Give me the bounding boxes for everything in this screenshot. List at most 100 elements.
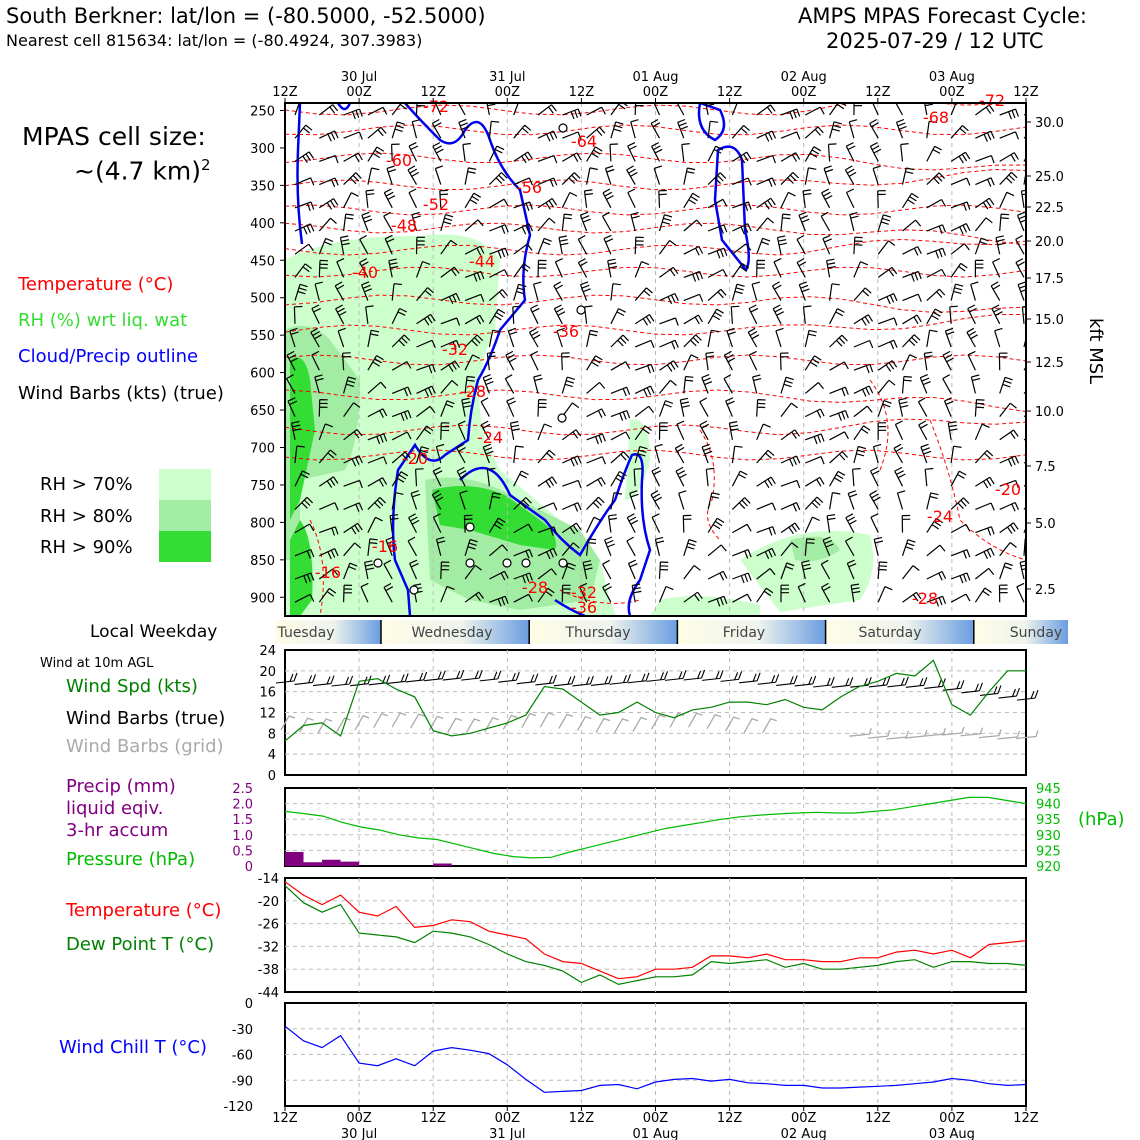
top-date-label: 01 Aug bbox=[632, 70, 678, 85]
wind-barb bbox=[707, 308, 724, 325]
wind-barb-true bbox=[794, 675, 817, 687]
wind-barb bbox=[294, 283, 308, 301]
isotherm-line bbox=[285, 313, 1026, 336]
wind-barb bbox=[464, 334, 484, 348]
wind-barb-grid bbox=[886, 730, 909, 740]
wind-barb bbox=[464, 538, 478, 556]
wind-barb bbox=[336, 258, 345, 278]
wind-barb bbox=[726, 327, 736, 348]
wind-barb bbox=[659, 240, 677, 255]
kft-tick-label: 30.0 bbox=[1035, 116, 1064, 131]
wind-barb-true bbox=[535, 674, 557, 686]
bottom-time-label: 00Z bbox=[643, 1111, 669, 1126]
wind-barb-true bbox=[998, 687, 1020, 699]
wind-barb bbox=[391, 143, 400, 162]
wind-speed-line bbox=[284, 659, 1026, 742]
wind-barb bbox=[683, 293, 704, 302]
wind-barb bbox=[318, 104, 339, 116]
wind-barb-true bbox=[905, 677, 928, 688]
wind-barb bbox=[294, 124, 313, 139]
wind-barb bbox=[926, 517, 944, 533]
bottom-time-label: 00Z bbox=[791, 1111, 817, 1126]
top-time-label: 12Z bbox=[865, 85, 891, 100]
wind-barb bbox=[294, 263, 312, 278]
wind-barb bbox=[431, 490, 444, 510]
cloud-outline bbox=[459, 453, 652, 616]
wind-barb bbox=[361, 211, 373, 232]
wind-barb bbox=[950, 103, 957, 116]
wind-barb bbox=[805, 106, 825, 116]
wind-barb bbox=[990, 281, 1001, 301]
wind-barb bbox=[732, 223, 752, 235]
wind-barb bbox=[804, 476, 825, 487]
wind-barbs-true-label: Wind Barbs (true) bbox=[66, 708, 226, 729]
wind-barb bbox=[626, 165, 638, 185]
wind-barb-grid bbox=[298, 717, 314, 733]
isotherm-label: -52 bbox=[423, 195, 449, 214]
wind-barb bbox=[343, 542, 362, 557]
wind-barb bbox=[756, 177, 777, 187]
wind-barb bbox=[780, 131, 801, 140]
cloud-outline bbox=[296, 103, 304, 245]
weekday-label: Thursday bbox=[564, 625, 630, 641]
wind-barb-true bbox=[831, 677, 854, 688]
wind-barb bbox=[610, 334, 630, 348]
wind-barb bbox=[610, 121, 624, 139]
wind-barb bbox=[360, 582, 369, 603]
wind-barb bbox=[683, 314, 704, 325]
wind-barb bbox=[343, 429, 363, 441]
wind-barb bbox=[488, 308, 506, 325]
wind-barb bbox=[343, 562, 358, 580]
wind-barb bbox=[537, 155, 558, 164]
wind-barb bbox=[343, 172, 362, 186]
wind-barb bbox=[554, 258, 563, 278]
wind-barb bbox=[678, 490, 687, 510]
wind-barb-true bbox=[609, 674, 631, 685]
y-tick-label: 930 bbox=[1036, 829, 1061, 844]
wind-barb bbox=[780, 191, 796, 209]
wind-barb bbox=[583, 189, 593, 208]
cell-size-value: ~(4.7 km)2 bbox=[74, 156, 211, 185]
wind-barb bbox=[434, 165, 444, 185]
wind-barb-grid bbox=[428, 715, 444, 731]
wind-barb bbox=[435, 443, 445, 464]
wind-barb bbox=[561, 562, 576, 580]
wind-barb-true bbox=[646, 671, 669, 682]
bottom-time-label: 12Z bbox=[865, 1111, 891, 1126]
wind-barb bbox=[586, 408, 606, 418]
wind-barb bbox=[872, 103, 879, 116]
wind-barb bbox=[343, 502, 363, 512]
wind-barb bbox=[820, 559, 831, 580]
isotherm-line bbox=[285, 266, 1026, 278]
wind-barb bbox=[610, 386, 631, 397]
wind-barb bbox=[756, 399, 766, 417]
wind-barb bbox=[901, 539, 916, 556]
cloud-outline bbox=[336, 103, 352, 111]
pressure-tick-label: 400 bbox=[250, 217, 275, 232]
wind-barb bbox=[707, 570, 728, 581]
y-tick-label: 925 bbox=[1036, 844, 1061, 859]
wind-barb bbox=[440, 266, 460, 278]
wind-barb bbox=[943, 397, 954, 417]
wind-barb bbox=[775, 327, 784, 348]
rh-area bbox=[625, 419, 650, 500]
wind-barb bbox=[805, 456, 825, 465]
wind-barb bbox=[780, 108, 801, 120]
wind-barb bbox=[805, 408, 825, 419]
pressure-tick-label: 450 bbox=[250, 254, 275, 269]
wind-barb bbox=[610, 283, 621, 301]
wind-barb bbox=[651, 513, 661, 533]
wind-barb bbox=[391, 451, 411, 464]
wind-barb bbox=[489, 247, 509, 259]
wind-barb bbox=[658, 214, 673, 232]
wind-barb bbox=[877, 266, 898, 278]
wind-barb bbox=[513, 593, 534, 603]
wind-barb bbox=[610, 308, 626, 325]
wind-barb bbox=[756, 547, 777, 560]
wind-barb bbox=[489, 269, 509, 278]
wind-barb bbox=[634, 313, 655, 326]
bottom-date-label: 30 Jul bbox=[341, 1127, 377, 1140]
wind-barb bbox=[975, 476, 995, 489]
wind-barb bbox=[850, 583, 861, 603]
wind-barb bbox=[659, 317, 679, 326]
